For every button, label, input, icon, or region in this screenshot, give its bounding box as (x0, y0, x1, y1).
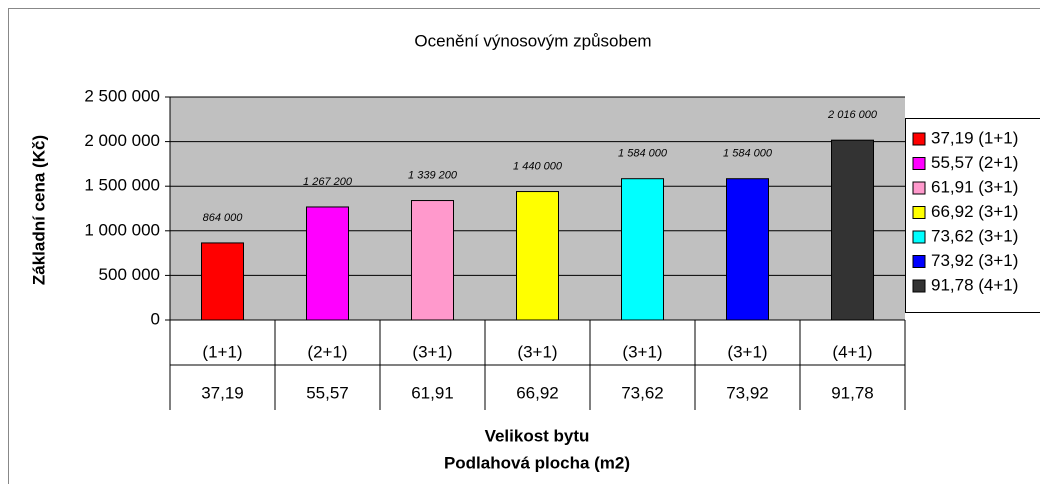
data-label: 2 016 000 (827, 109, 878, 121)
x-subtick-label: 73,92 (726, 383, 769, 402)
y-tick-label: 1 000 000 (84, 220, 160, 239)
legend-label: 61,91 (3+1) (931, 177, 1018, 196)
legend-swatch (912, 181, 926, 195)
bar (831, 139, 874, 321)
x-subtick-label: 55,57 (306, 383, 349, 402)
bar (516, 191, 559, 321)
data-label: 864 000 (203, 212, 244, 224)
x-subtick-label: 61,91 (411, 383, 454, 402)
x-subtick-label: 37,19 (201, 383, 244, 402)
data-label: 1 584 000 (618, 148, 668, 160)
chart-title: Ocenění výnosovým způsobem (414, 31, 651, 50)
y-axis-label: Základní cena (Kč) (29, 135, 48, 285)
bar (411, 200, 454, 321)
data-label: 1 339 200 (408, 169, 458, 181)
x-tick-label: (3+1) (412, 342, 452, 361)
legend-label: 55,57 (2+1) (931, 153, 1018, 172)
x-tick-label: (3+1) (727, 342, 767, 361)
x-axis-label: Velikost bytu (485, 426, 590, 445)
bar (621, 178, 664, 321)
x-subtick-label: 73,62 (621, 383, 664, 402)
bar (201, 242, 244, 321)
legend-swatch (912, 157, 926, 170)
y-tick-label: 0 (151, 309, 160, 328)
bar (306, 206, 349, 321)
legend-swatch (912, 255, 926, 268)
x-subtick-label: 91,78 (831, 383, 874, 402)
data-label: 1 584 000 (723, 148, 773, 160)
x-subtick-label: 66,92 (516, 383, 559, 402)
x-tick-label: (1+1) (202, 342, 242, 361)
x-tick-label: (2+1) (307, 342, 347, 361)
legend-swatch (912, 132, 926, 146)
legend-label: 91,78 (4+1) (931, 275, 1018, 294)
legend-label: 73,62 (3+1) (931, 226, 1018, 245)
legend-label: 66,92 (3+1) (931, 202, 1018, 221)
legend-swatch (912, 279, 926, 293)
y-tick-label: 2 000 000 (84, 131, 160, 150)
x-tick-label: (3+1) (517, 342, 557, 361)
legend-swatch (912, 230, 926, 244)
legend-label: 37,19 (1+1) (931, 128, 1018, 147)
data-label: 1 440 000 (513, 160, 563, 172)
data-label: 1 267 200 (303, 176, 353, 188)
y-tick-label: 500 000 (99, 265, 160, 284)
x-tick-label: (3+1) (622, 342, 662, 361)
legend-label: 73,92 (3+1) (931, 251, 1018, 270)
y-tick-label: 2 500 000 (84, 86, 160, 105)
x-tick-label: (4+1) (832, 342, 872, 361)
x-axis-label: Podlahová plocha (m2) (444, 453, 630, 472)
legend (905, 118, 1040, 313)
legend-swatch (912, 206, 926, 219)
bar (726, 178, 769, 321)
y-tick-label: 1 500 000 (84, 176, 160, 195)
